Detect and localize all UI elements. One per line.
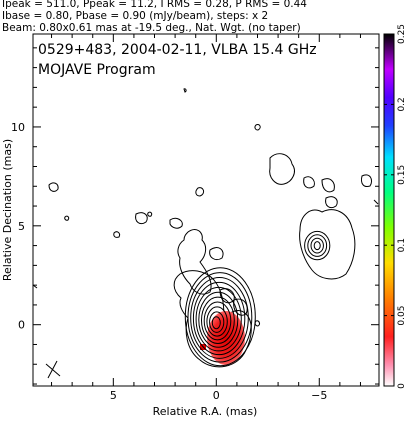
jet-knot-contours (304, 230, 331, 261)
colorbar-tick-label: 0.15 (397, 165, 407, 185)
header-line-2: Ibase = 0.80, Pbase = 0.90 (mJy/beam), s… (2, 10, 269, 22)
core-contour (211, 316, 221, 330)
colorbar (383, 33, 395, 387)
source-title: 0529+483, 2004-02-11, VLBA 15.4 GHz (38, 42, 317, 58)
x-tick-label: 0 (213, 389, 220, 402)
y-tick-label: 5 (18, 220, 25, 233)
colorbar-tick-label: 0.2 (397, 97, 407, 111)
knot-contour (310, 237, 324, 254)
x-tick-label: −5 (311, 389, 327, 402)
core-contours (184, 267, 256, 367)
core-contour (190, 277, 249, 359)
beam-marker (45, 360, 61, 379)
colorbar-tick-label: 0.1 (397, 238, 407, 252)
y-tick-label: 10 (11, 121, 25, 134)
core-contour (187, 272, 253, 363)
header-line-1: Ipeak = 511.0, Ppeak = 11.2, I RMS = 0.2… (2, 0, 307, 10)
core-contour (206, 306, 228, 337)
colorbar-ticks: 0 0.05 0.1 0.15 0.2 0.25 (384, 24, 407, 389)
y-axis-label: Relative Decination (mas) (1, 139, 14, 281)
program-title: MOJAVE Program (38, 62, 156, 78)
x-axis-label: Relative R.A. (mas) (153, 405, 258, 418)
core-contour (209, 311, 225, 333)
header-line-3: Beam: 0.80x0.61 mas at -19.5 deg., Nat. … (2, 22, 301, 34)
colorbar-tick-label: 0.05 (397, 306, 407, 326)
core-contour (192, 281, 246, 356)
x-tick-label: 5 (110, 389, 117, 402)
core-contour (195, 286, 242, 352)
core-contour (200, 296, 235, 345)
core-contour (203, 301, 232, 341)
core-contour (184, 267, 256, 367)
axis-tick-labels: 5 0 −5 0 5 10 (11, 121, 327, 402)
colorbar-tick-label: 0 (397, 383, 407, 389)
knot-contour (304, 230, 331, 261)
core-contour (198, 291, 239, 348)
axis-ticks (33, 34, 379, 386)
knot-contour (313, 241, 321, 251)
plot-frame (32, 33, 380, 387)
colorbar-tick-label: 0.25 (397, 24, 407, 44)
knot-contour (307, 234, 328, 257)
emission-contours (32, 88, 379, 368)
y-tick-label: 0 (18, 319, 25, 332)
